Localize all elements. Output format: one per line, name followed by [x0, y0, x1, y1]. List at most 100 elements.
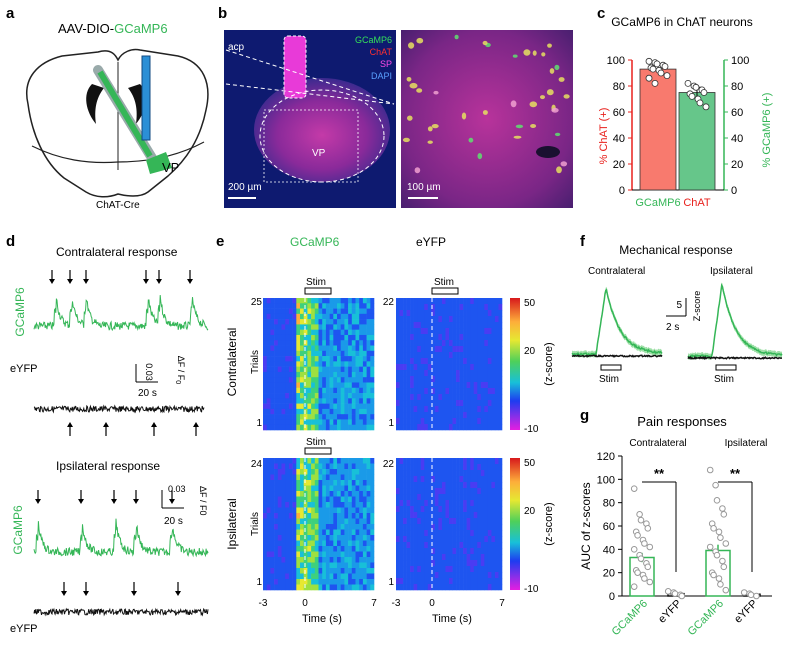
heatmap-cell	[348, 308, 353, 315]
heatmap-cell	[427, 382, 432, 389]
heatmap-cell	[424, 524, 429, 531]
heatmap-cell	[337, 584, 341, 591]
heatmap-cell	[441, 560, 446, 567]
heatmap-cell	[325, 546, 330, 552]
f-contra-eyfp-trace	[571, 354, 663, 358]
heatmap-cell	[285, 308, 290, 315]
heatmap-cell	[281, 502, 286, 508]
heatmap-cell	[431, 328, 436, 335]
heatmap-cell	[463, 530, 467, 537]
heatmap-cell	[413, 494, 418, 501]
heatmap-cell	[431, 476, 436, 483]
heatmap-cell	[311, 350, 316, 357]
stim-arrow-head	[83, 591, 89, 596]
heatmap-cell	[340, 371, 345, 378]
heatmap-cell	[370, 546, 375, 552]
heatmap-cell	[445, 370, 450, 377]
heatmap-cell	[337, 491, 341, 497]
heatmap-cell	[314, 408, 319, 415]
g-data-point	[715, 528, 723, 536]
heatmap-cell	[370, 393, 375, 399]
heatmap-cell	[413, 458, 418, 465]
heatmap-cell	[337, 403, 341, 410]
heatmap-cell	[434, 548, 439, 555]
heatmap-cell	[466, 370, 471, 377]
heatmap-cell	[366, 419, 371, 426]
g-data-point	[717, 534, 724, 541]
heatmap-cell	[413, 584, 418, 591]
heatmap-cell	[325, 398, 330, 404]
heatmap-cell	[307, 573, 312, 580]
heatmap-cell	[277, 382, 282, 389]
heatmap-cell	[456, 500, 460, 507]
heatmap-cell	[498, 566, 503, 573]
heatmap-cell	[355, 463, 360, 470]
c-right-tick-label: 100	[731, 55, 749, 67]
heatmap-cell	[344, 551, 349, 558]
c-category-label: GCaMP6	[635, 197, 680, 209]
heatmap-cell	[348, 584, 353, 591]
heatmap-cell	[477, 322, 482, 329]
heatmap-cell	[296, 502, 301, 508]
heatmap-cell	[477, 310, 482, 317]
heatmap-cell	[449, 566, 453, 573]
heatmap-cell	[329, 303, 334, 309]
heatmap-contra-eyfp	[396, 298, 503, 431]
heatmap-cell	[487, 470, 492, 477]
heatmap-cell	[431, 346, 436, 353]
heatmap-cell	[487, 458, 492, 465]
heatmap-cell	[452, 482, 457, 489]
heatmap-cell	[480, 524, 485, 531]
heatmap-cell	[494, 406, 499, 413]
heatmap-cell	[277, 313, 282, 320]
heatmap-cell	[281, 361, 286, 367]
heatmap-cell	[424, 464, 429, 471]
heatmap-cell	[307, 414, 312, 420]
heatmap-cell	[396, 298, 400, 305]
c-data-point	[645, 57, 653, 65]
heatmap-cell	[399, 304, 404, 311]
heatmap-cell	[292, 518, 297, 525]
heatmap-cell	[362, 303, 367, 309]
heatmap-cell	[403, 572, 407, 579]
heatmap-cell	[292, 424, 297, 431]
heatmap-cell	[337, 469, 341, 475]
heatmap-cell	[288, 393, 293, 399]
heatmap-cell	[362, 584, 367, 591]
heatmap-cell	[285, 485, 290, 492]
heatmap-cell	[427, 310, 432, 317]
heatmap-cell	[337, 356, 341, 362]
heatmap-cell	[340, 340, 345, 346]
heatmap-cell	[487, 364, 492, 371]
heatmap-cell	[487, 524, 492, 531]
heatmap-cell	[456, 304, 460, 311]
heatmap-cell	[318, 424, 323, 431]
heatmap-cell	[370, 496, 375, 503]
heatmap-cell	[270, 502, 275, 508]
heatmap-cell	[431, 310, 436, 317]
heatmap-cell	[333, 414, 338, 420]
heatmap-cell	[296, 361, 301, 367]
heatmap-cell	[300, 356, 304, 362]
heatmap-cell	[266, 419, 271, 426]
heatmap-cell	[266, 540, 271, 547]
heatmap-cell	[351, 507, 356, 514]
heatmap-cell	[431, 524, 436, 531]
g-data-point	[747, 591, 755, 599]
heatmap-cell	[459, 470, 464, 477]
heatmap-cell	[487, 322, 492, 329]
heatmap-cell	[359, 371, 364, 378]
heatmap-cell	[333, 480, 338, 486]
fiber-green	[97, 70, 153, 158]
heatmap-cell	[427, 304, 432, 311]
cbar-bottom-max: 50	[524, 458, 536, 469]
heatmap-cell	[463, 346, 467, 353]
heatmap-cell	[463, 482, 467, 489]
heatmap-cell	[292, 393, 297, 399]
heatmap-cell	[366, 350, 371, 357]
heatmap-cell	[296, 403, 301, 410]
heatmap-cell	[417, 548, 422, 555]
heatmap-cell	[344, 356, 349, 362]
heatmap-cell	[348, 579, 353, 585]
heatmap-cell	[263, 584, 267, 591]
